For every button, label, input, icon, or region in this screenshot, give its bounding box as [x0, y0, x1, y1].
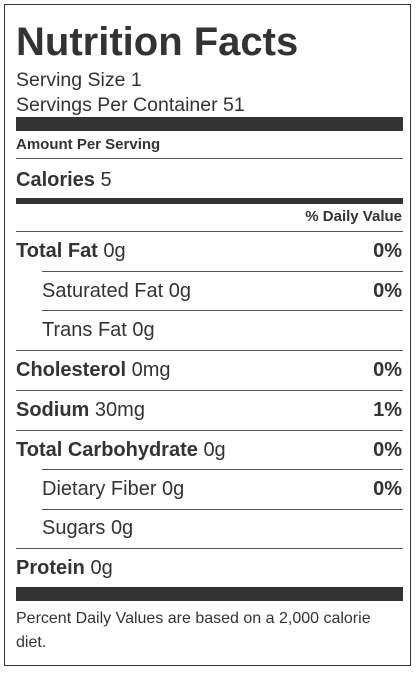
total-carbohydrate-row: Total Carbohydrate 0g — [16, 437, 226, 463]
dietary-fiber-amount: 0g — [162, 478, 185, 500]
nutrition-facts-label: Nutrition Facts Serving Size 1 Servings … — [4, 4, 411, 666]
cholesterol-amount: 0mg — [131, 359, 171, 381]
total-carbohydrate-amount: 0g — [203, 439, 226, 461]
dietary-fiber-label: Dietary Fiber — [42, 478, 157, 500]
total-carbohydrate-label: Total Carbohydrate — [16, 439, 198, 461]
total-fat-label: Total Fat — [16, 240, 98, 262]
calories-label: Calories — [16, 169, 95, 191]
divider — [42, 469, 403, 470]
divider — [42, 509, 403, 510]
cholesterol-row: Cholesterol 0mg — [16, 357, 171, 383]
sodium-pct: 1% — [373, 399, 402, 421]
sodium-amount: 30mg — [94, 399, 145, 421]
trans-fat-amount: 0g — [132, 319, 155, 341]
total-fat-row: Total Fat 0g — [16, 238, 126, 264]
daily-value-footnote: Percent Daily Values are based on a 2,00… — [16, 610, 371, 651]
dietary-fiber-pct: 0% — [373, 478, 402, 500]
servings-per-container: Servings Per Container 51 — [16, 94, 245, 116]
medium-divider — [16, 198, 403, 204]
saturated-fat-row: Saturated Fat 0g — [42, 278, 191, 304]
trans-fat-label: Trans Fat — [42, 319, 127, 341]
calories-row: Calories 5 — [16, 167, 112, 193]
protein-row: Protein 0g — [16, 555, 113, 581]
total-fat-amount: 0g — [103, 240, 126, 262]
thick-divider-top — [16, 117, 403, 131]
total-carbohydrate-pct: 0% — [373, 439, 402, 461]
dietary-fiber-row: Dietary Fiber 0g — [42, 476, 184, 502]
divider — [16, 231, 403, 232]
total-fat-pct: 0% — [373, 240, 402, 262]
serving-size: Serving Size 1 — [16, 69, 142, 91]
cholesterol-pct: 0% — [373, 359, 402, 381]
protein-label: Protein — [16, 557, 85, 579]
sugars-amount: 0g — [110, 517, 134, 539]
thick-divider-bottom — [16, 587, 403, 601]
cholesterol-label: Cholesterol — [16, 359, 127, 381]
protein-amount: 0g — [90, 557, 113, 579]
divider — [42, 271, 403, 272]
amount-per-serving: Amount Per Serving — [16, 136, 161, 153]
divider — [42, 310, 403, 311]
saturated-fat-pct: 0% — [373, 280, 402, 302]
calories-value: 5 — [100, 169, 112, 191]
daily-value-header: % Daily Value — [305, 208, 402, 225]
label-title: Nutrition Facts — [16, 20, 299, 64]
saturated-fat-amount: 0g — [168, 280, 191, 302]
divider — [16, 390, 403, 391]
sugars-label: Sugars — [42, 517, 106, 539]
divider — [16, 430, 403, 431]
divider — [16, 158, 403, 159]
saturated-fat-label: Saturated Fat — [42, 280, 164, 302]
sodium-row: Sodium 30mg — [16, 397, 145, 423]
divider — [16, 350, 403, 351]
sugars-row: Sugars 0g — [42, 515, 133, 541]
sodium-label: Sodium — [16, 399, 90, 421]
trans-fat-row: Trans Fat 0g — [42, 317, 155, 343]
divider — [16, 548, 403, 549]
